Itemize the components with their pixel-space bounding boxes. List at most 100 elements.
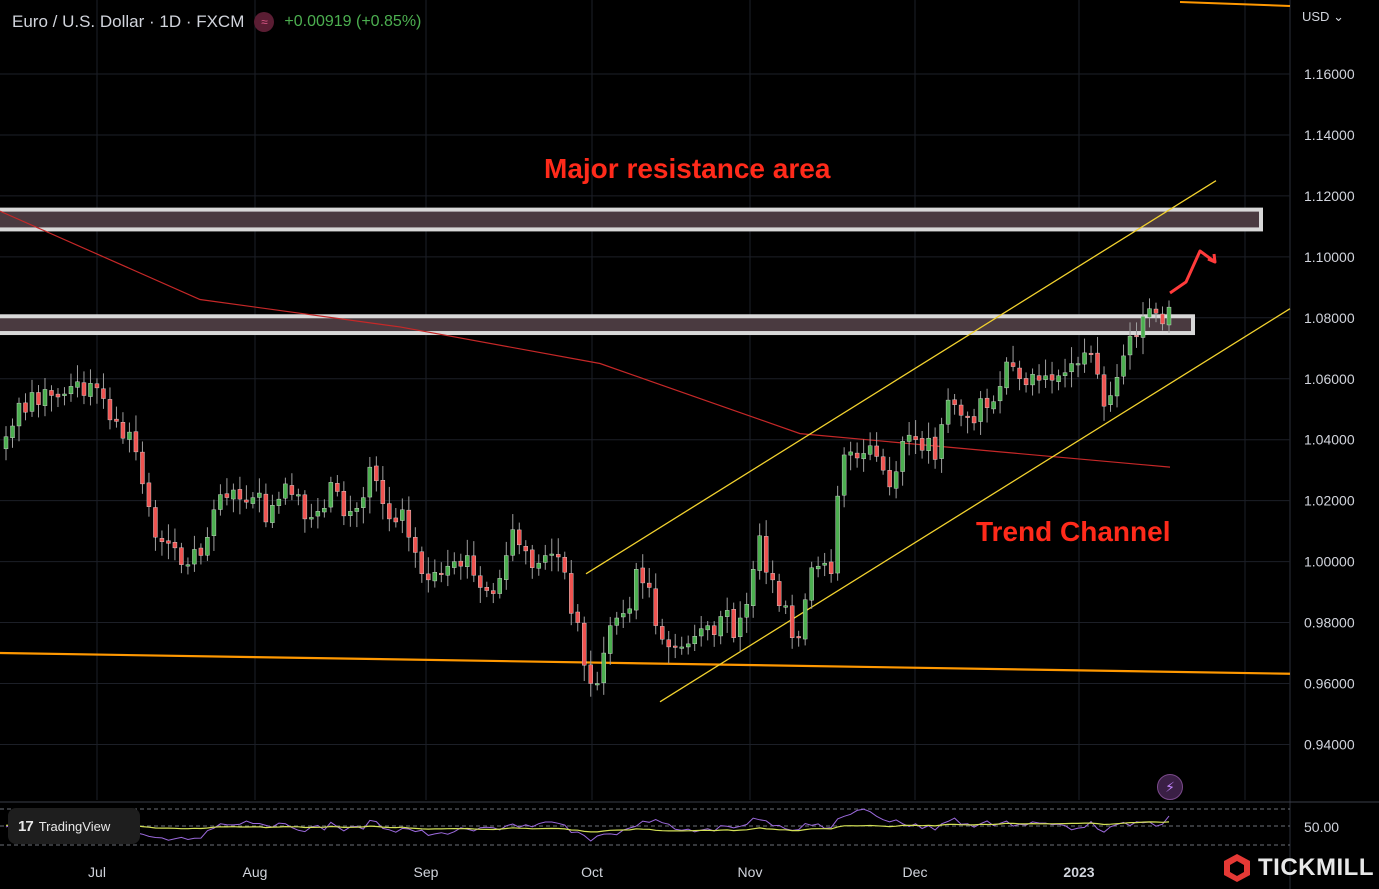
candle-up xyxy=(211,509,217,536)
price-tick-label: 0.96000 xyxy=(1304,676,1355,692)
candle-up xyxy=(504,555,509,580)
resistance-zone xyxy=(0,207,1263,232)
price-tick-label: 1.00000 xyxy=(1304,554,1355,570)
candle-up xyxy=(1043,375,1048,380)
resistance-annotation: Major resistance area xyxy=(544,153,831,184)
candle-down xyxy=(952,399,957,405)
candle-up xyxy=(322,508,327,513)
price-tick-label: 1.06000 xyxy=(1304,371,1355,387)
price-axis: 1.16000 1.14000 1.12000 1.10000 1.08000 1.060… xyxy=(1304,66,1355,752)
candle-up xyxy=(62,393,67,396)
candle-up xyxy=(945,399,951,425)
candle-down xyxy=(556,554,561,558)
candle-up xyxy=(497,578,503,594)
currency-label: USD xyxy=(1302,9,1330,24)
candle-up xyxy=(991,401,996,410)
candle-up xyxy=(452,561,457,568)
candle-down xyxy=(1023,378,1029,386)
candle-up xyxy=(543,555,548,563)
candle-up xyxy=(309,517,314,520)
candle-down xyxy=(393,517,399,523)
projection-arrow xyxy=(1169,249,1217,295)
time-axis: Jul Aug Sep Oct Nov Dec 2023 xyxy=(88,864,1095,880)
candle-down xyxy=(439,572,444,575)
candle-up xyxy=(718,616,723,637)
symbol-title[interactable]: Euro / U.S. Dollar · 1D · FXCM xyxy=(12,12,245,31)
tickmill-label: TICKMILL xyxy=(1258,854,1374,881)
candle-up xyxy=(627,608,632,614)
trend-lines xyxy=(0,1,1291,703)
candle-down xyxy=(335,483,340,492)
candle-up xyxy=(1075,363,1081,366)
candle-down xyxy=(380,480,386,504)
candle-down xyxy=(1095,352,1100,375)
candle-up xyxy=(348,511,353,516)
candle-down xyxy=(159,538,165,542)
rsi-ma-line xyxy=(5,821,1170,833)
candle-down xyxy=(653,588,658,626)
tradingview-logo[interactable]: 17 TradingView xyxy=(8,808,140,844)
candle-up xyxy=(257,492,262,498)
candle-down xyxy=(880,456,886,471)
candle-up xyxy=(621,613,626,618)
candle-up xyxy=(997,386,1003,402)
candle-up xyxy=(283,483,288,499)
resistance-zones xyxy=(0,207,1263,336)
candle-up xyxy=(750,569,756,606)
candle-down xyxy=(1160,313,1165,325)
candle-up xyxy=(978,398,983,422)
candle-up xyxy=(783,605,788,608)
lightning-icon[interactable]: ⚡ xyxy=(1157,774,1183,800)
candle-up xyxy=(510,529,515,556)
channel-lower-line xyxy=(659,308,1291,703)
candle-up xyxy=(465,555,470,567)
currency-selector[interactable]: USD ⌄ xyxy=(1302,9,1344,25)
candle-up xyxy=(809,567,814,601)
candle-down xyxy=(640,567,645,584)
support-line xyxy=(0,651,1291,675)
candle-up xyxy=(88,383,93,397)
candle-up xyxy=(848,451,853,456)
candle-down xyxy=(140,451,145,485)
wave-icon[interactable]: ≈ xyxy=(254,12,275,32)
candle-up xyxy=(595,683,600,686)
candle-down xyxy=(263,493,269,523)
candle-up xyxy=(841,454,847,496)
candle-up xyxy=(608,625,613,654)
candle-down xyxy=(971,416,977,424)
candle-down xyxy=(426,573,431,581)
rsi-pane: 50.00 xyxy=(0,801,1379,846)
candle-down xyxy=(406,509,412,538)
candle-up xyxy=(1140,316,1146,338)
candle-down xyxy=(854,452,860,459)
candle-up xyxy=(68,386,74,395)
rsi-level-label: 50.00 xyxy=(1304,819,1339,835)
candle-down xyxy=(491,590,496,594)
price-tick-label: 0.98000 xyxy=(1304,615,1355,631)
candle-down xyxy=(101,388,106,399)
candle-up xyxy=(1082,352,1087,365)
candle-up xyxy=(1030,373,1035,386)
candle-up xyxy=(185,564,191,567)
candle-up xyxy=(737,617,743,637)
candle-up xyxy=(835,495,840,574)
candle-down xyxy=(647,582,652,588)
candle-down xyxy=(776,581,782,606)
candle-up xyxy=(861,453,866,460)
grid-lines xyxy=(0,0,1291,889)
candle-down xyxy=(244,499,249,503)
resistance-line-stub xyxy=(1179,1,1291,7)
candle-down xyxy=(913,436,918,440)
candle-up xyxy=(250,497,256,504)
chevron-down-icon: ⌄ xyxy=(1333,9,1344,24)
candle-down xyxy=(1134,335,1139,338)
candle-up xyxy=(893,471,899,489)
candle-up xyxy=(296,494,301,497)
candle-up xyxy=(692,636,697,645)
candle-up xyxy=(192,549,197,565)
candle-up xyxy=(367,466,373,498)
candle-down xyxy=(94,383,100,389)
candle-up xyxy=(42,389,48,406)
candle-up xyxy=(724,610,730,617)
